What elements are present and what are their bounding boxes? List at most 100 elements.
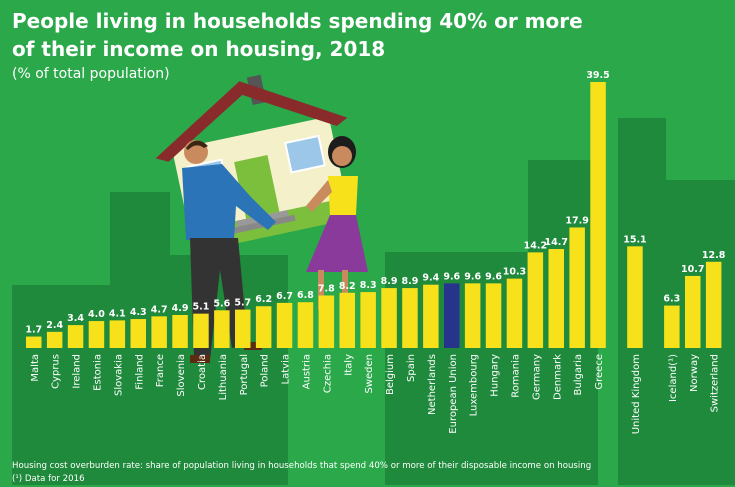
bar-cyprus	[46, 331, 63, 348]
bar-latvia	[276, 302, 293, 348]
value-label-european-union: 9.6	[443, 271, 460, 282]
category-label-lithuania: Lithuania	[218, 354, 229, 400]
bar-estonia	[88, 321, 105, 348]
category-label-belgium: Belgium	[385, 354, 396, 395]
value-label-belgium: 8.9	[381, 276, 398, 287]
value-label-croatia: 5.1	[193, 302, 210, 313]
value-label-iceland: 6.3	[663, 294, 680, 305]
category-label-bulgaria: Bulgaria	[573, 354, 584, 395]
category-label-portugal: Portugal	[239, 354, 250, 395]
bar-sweden	[360, 292, 376, 348]
value-label-finland: 4.3	[130, 307, 147, 318]
category-label-italy: Italy	[343, 354, 354, 376]
value-label-norway: 10.7	[681, 264, 704, 275]
bar-denmark	[548, 249, 564, 348]
value-label-cyprus: 2.4	[46, 320, 63, 331]
value-label-latvia: 6.7	[276, 291, 293, 302]
category-label-luxembourg: Luxembourg	[469, 354, 480, 416]
category-label-france: France	[155, 354, 166, 387]
bar-italy	[339, 292, 355, 348]
category-label-norway: Norway	[689, 354, 700, 392]
value-label-greece: 39.5	[586, 70, 609, 81]
value-label-portugal: 5.7	[234, 298, 251, 309]
category-label-ireland: Ireland	[72, 354, 83, 389]
value-label-switzerland: 12.8	[702, 250, 726, 261]
category-label-malta: Malta	[30, 354, 41, 382]
bars-layer	[26, 82, 722, 348]
value-label-netherlands: 9.4	[422, 273, 439, 284]
bar-united-kingdom	[627, 246, 643, 348]
category-label-iceland: Iceland(¹)	[668, 354, 679, 402]
category-label-romania: Romania	[510, 354, 521, 398]
bar-spain	[402, 288, 418, 348]
value-label-ireland: 3.4	[67, 313, 84, 324]
category-label-sweden: Sweden	[364, 354, 375, 394]
value-label-lithuania: 5.6	[213, 298, 230, 309]
value-label-estonia: 4.0	[88, 309, 105, 320]
footnote-data-year: (¹) Data for 2016	[12, 474, 85, 484]
bar-poland	[255, 306, 272, 348]
value-label-spain: 8.9	[402, 276, 419, 287]
category-label-hungary: Hungary	[490, 354, 501, 397]
category-label-finland: Finland	[134, 354, 145, 390]
chart-title-line-2: of their income on housing, 2018	[12, 37, 385, 61]
value-label-italy: 8.2	[339, 281, 356, 292]
bar-switzerland	[705, 261, 722, 348]
bar-netherlands	[423, 284, 439, 348]
category-labels-layer: Malta Cyprus Ireland Estonia Slovakia Finland…	[30, 354, 721, 434]
category-label-united-kingdom: United Kingdom	[631, 354, 642, 434]
value-label-hungary: 9.6	[485, 271, 502, 282]
bar-belgium	[381, 288, 397, 348]
category-label-czechia: Czechia	[322, 354, 333, 393]
chart-subtitle: (% of total population)	[12, 66, 170, 82]
woman-figure	[306, 136, 368, 310]
value-label-bulgaria: 17.9	[565, 215, 588, 226]
bar-ireland	[67, 325, 84, 348]
value-label-luxembourg: 9.6	[464, 271, 481, 282]
value-label-czechia: 7.8	[318, 283, 335, 294]
category-label-netherlands: Netherlands	[427, 354, 438, 415]
value-label-france: 4.7	[151, 304, 168, 315]
bar-bulgaria	[569, 227, 585, 348]
bar-slovakia	[109, 320, 126, 348]
footnote-definition: Housing cost overburden rate: share of p…	[12, 461, 591, 471]
value-labels-layer: 1.7 2.4 3.4 4.0 4.1 4.3 4.7 4.9 5.1 5.6 5.7 6.2 6.7 6…	[25, 70, 725, 336]
category-label-cyprus: Cyprus	[51, 354, 62, 389]
bar-hungary	[485, 283, 502, 348]
chart-title-line-1: People living in households spending 40%…	[12, 9, 583, 33]
category-label-austria: Austria	[301, 354, 312, 389]
bar-portugal	[235, 309, 251, 348]
category-label-denmark: Denmark	[552, 354, 563, 400]
value-label-slovakia: 4.1	[109, 308, 126, 319]
bar-luxembourg	[464, 283, 481, 348]
value-label-germany: 14.2	[524, 240, 547, 251]
category-label-estonia: Estonia	[92, 354, 103, 391]
bar-lithuania	[214, 310, 230, 348]
bar-finland	[130, 319, 146, 348]
value-label-malta: 1.7	[25, 325, 42, 336]
value-label-austria: 6.8	[297, 290, 314, 301]
category-label-latvia: Latvia	[281, 354, 292, 384]
bar-slovenia	[172, 315, 188, 348]
value-label-slovenia: 4.9	[172, 303, 189, 314]
bar-greece	[590, 82, 606, 348]
bar-austria	[297, 302, 314, 348]
bar-romania	[506, 278, 523, 348]
category-label-slovakia: Slovakia	[113, 354, 124, 396]
value-label-poland: 6.2	[255, 294, 272, 305]
category-label-slovenia: Slovenia	[176, 354, 187, 397]
category-label-european-union: European Union	[448, 354, 459, 434]
bar-norway	[685, 275, 701, 348]
category-label-switzerland: Switzerland	[710, 354, 721, 412]
bar-iceland	[664, 305, 680, 348]
value-label-romania: 10.3	[503, 267, 526, 278]
category-label-poland: Poland	[260, 354, 271, 387]
house-carrying-illustration	[155, 74, 368, 363]
category-label-spain: Spain	[406, 354, 417, 382]
category-label-croatia: Croatia	[197, 354, 208, 390]
category-label-germany: Germany	[531, 354, 542, 400]
bar-france	[151, 316, 167, 348]
value-label-sweden: 8.3	[360, 280, 377, 291]
value-label-denmark: 14.7	[545, 237, 568, 248]
